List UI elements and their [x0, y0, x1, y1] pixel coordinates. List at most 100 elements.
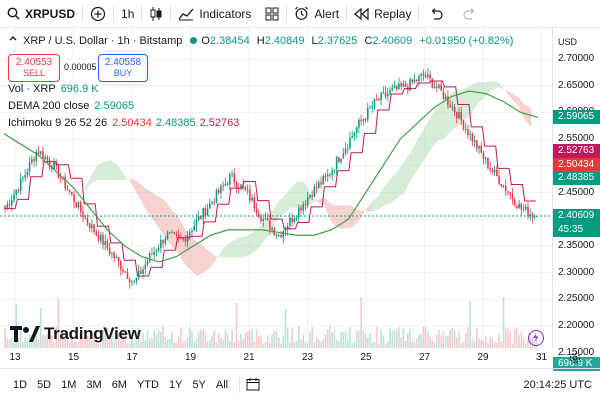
redo-button[interactable]: [453, 0, 487, 27]
volume-bar: [284, 309, 287, 348]
candle-body: [415, 79, 418, 82]
compare-button[interactable]: [83, 0, 113, 27]
candle-body: [387, 93, 389, 97]
range-button-5d[interactable]: 5D: [37, 379, 52, 391]
candle-body: [251, 197, 253, 201]
alert-button[interactable]: Alert: [287, 0, 346, 27]
candle-body: [226, 183, 229, 185]
candle-body: [511, 194, 514, 200]
ichimoku-cloud-segment: [57, 206, 65, 209]
volume-bar: [500, 341, 503, 348]
volume-bar: [489, 337, 491, 348]
candle-body: [160, 239, 162, 249]
ichimoku-cloud-segment: [471, 82, 478, 114]
candle-body: [213, 201, 216, 203]
open-value: 2.38454: [209, 34, 250, 47]
volume-bar: [209, 340, 211, 348]
time-axis[interactable]: 13 15 17 19 21 23 25 27 29 31: [0, 348, 600, 368]
volume-legend[interactable]: Vol · XRP 696.9 K: [8, 82, 99, 95]
range-button-5y[interactable]: 5Y: [192, 379, 206, 391]
ichimoku-cloud-segment: [204, 247, 211, 272]
range-button-1y[interactable]: 1Y: [168, 379, 183, 391]
candle-body: [502, 185, 505, 187]
volume-bar: [522, 337, 525, 348]
ichimoku-cloud-segment: [137, 181, 145, 207]
indicators-icon: [178, 7, 194, 21]
candle-body: [271, 228, 273, 230]
time-tick-label: 29: [477, 352, 489, 363]
volume-bar: [59, 333, 62, 348]
volume-bar: [71, 335, 73, 348]
volume-bar: [220, 337, 222, 348]
candle-body: [373, 99, 376, 107]
candle-body: [115, 257, 118, 259]
candle-body: [57, 165, 60, 179]
candle-body: [333, 169, 336, 171]
ichimoku-cloud-segment: [117, 164, 125, 180]
layouts-button[interactable]: [258, 0, 286, 27]
symbol-search[interactable]: XRPUSD: [0, 0, 82, 27]
goto-realtime-icon[interactable]: [528, 330, 544, 346]
candle-body: [478, 145, 480, 149]
range-button-6m[interactable]: 6M: [111, 379, 127, 391]
buy-label: BUY: [113, 68, 133, 78]
chart-pane[interactable]: XRP / U.S. Dollar · 1h · Bitstamp O2.384…: [0, 28, 552, 348]
candle-body: [375, 99, 378, 101]
volume-bar: [404, 340, 407, 348]
chart-type-button[interactable]: [142, 0, 170, 27]
candle-body: [304, 204, 307, 206]
tradingview-logo[interactable]: TradingView: [10, 324, 141, 344]
low-value: 2.37625: [317, 34, 358, 47]
volume-bar: [55, 326, 58, 348]
interval-button[interactable]: 1h: [114, 0, 141, 27]
ichimoku-cloud-segment: [404, 151, 412, 193]
time-tick-label: 23: [301, 352, 314, 363]
volume-bar: [104, 327, 107, 348]
price-tag: 2.59065: [553, 110, 600, 125]
volume-bar: [135, 331, 138, 348]
range-button-1d[interactable]: 1D: [13, 379, 28, 391]
currency-label[interactable]: USD: [558, 37, 578, 47]
volume-bar: [478, 338, 480, 348]
ichimoku-cloud-segment: [291, 180, 298, 208]
volume-bar: [68, 341, 71, 348]
candle-body: [155, 250, 158, 252]
candle-body: [420, 73, 422, 76]
candle-body: [498, 176, 500, 185]
candle-body: [284, 229, 287, 232]
volume-bar: [351, 343, 353, 348]
undo-button[interactable]: [419, 0, 453, 27]
volume-bar: [300, 339, 302, 348]
volume-bar: [306, 343, 309, 348]
clock-display[interactable]: 20:14:25 UTC: [523, 379, 592, 391]
volume-bar: [224, 329, 227, 348]
range-button-ytd[interactable]: YTD: [136, 379, 159, 391]
time-tick-label: 31: [535, 352, 548, 363]
buy-button[interactable]: 2.40558 BUY: [98, 54, 148, 82]
calendar-icon[interactable]: [246, 377, 260, 394]
price-axis[interactable]: USD 2.700002.650002.600002.550002.500002…: [552, 28, 600, 372]
ichimoku-cloud-segment: [351, 205, 358, 228]
volume-bar: [144, 339, 147, 348]
volume-bar: [133, 342, 135, 348]
price-chart[interactable]: [0, 28, 552, 348]
volume-bar: [471, 339, 474, 348]
volume-bar: [82, 337, 84, 348]
indicators-button[interactable]: Indicators: [171, 0, 258, 27]
axis-settings-icon[interactable]: [569, 352, 581, 367]
sell-button[interactable]: 2.40553 SELL: [8, 54, 60, 82]
candle-body: [104, 241, 107, 245]
range-button-all[interactable]: All: [215, 379, 229, 391]
candle-body: [249, 189, 251, 201]
range-button-1m[interactable]: 1M: [61, 379, 77, 391]
range-button-3m[interactable]: 3M: [86, 379, 102, 391]
ichimoku-legend[interactable]: Ichimoku 9 26 52 26 2.50434 2.48385 2.52…: [8, 116, 240, 129]
collapse-icon[interactable]: [8, 34, 18, 47]
volume-bar: [260, 335, 262, 348]
candle-body: [367, 108, 369, 120]
candle-body: [431, 78, 434, 88]
replay-button[interactable]: Replay: [347, 0, 418, 27]
volume-bar: [137, 328, 140, 348]
dema-legend[interactable]: DEMA 200 close 2.59065: [8, 99, 135, 112]
volume-bar: [39, 307, 42, 348]
